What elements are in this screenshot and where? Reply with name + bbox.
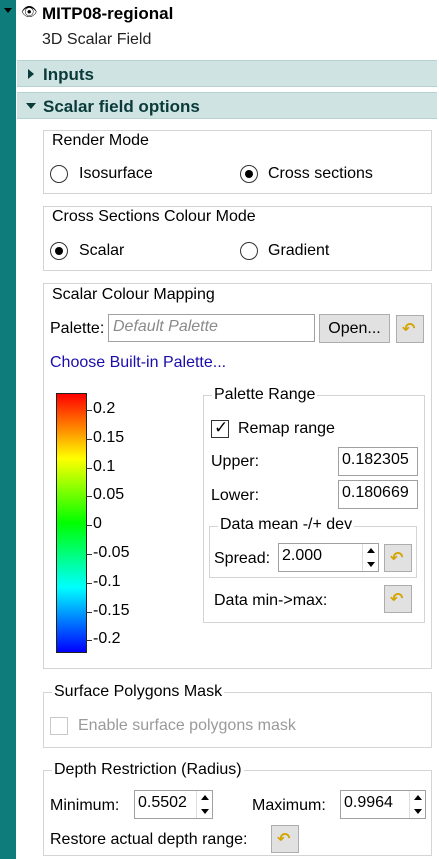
radio-cross-sections-label[interactable]: Cross sections	[268, 165, 373, 182]
collapsed-chevron-icon	[28, 69, 34, 79]
spin-down-icon[interactable]	[414, 809, 422, 814]
enable-surface-mask-checkbox[interactable]	[50, 717, 68, 735]
apply-minmax-button[interactable]: ↶	[384, 585, 412, 613]
open-palette-button[interactable]: Open...	[319, 314, 390, 343]
surface-polygons-mask-group	[43, 692, 432, 748]
upper-label: Upper:	[211, 453, 260, 470]
object-name: MITP08-regional	[42, 4, 174, 23]
reset-palette-button[interactable]: ↶	[396, 315, 424, 343]
colorbar	[56, 393, 87, 653]
lower-label: Lower:	[211, 487, 260, 504]
spread-value: 2.000	[282, 547, 323, 564]
tree-accent-bar	[0, 0, 16, 859]
expanded-chevron-icon	[26, 103, 36, 109]
data-mean-dev-title: Data mean -/+ dev	[218, 516, 355, 534]
radio-gradient-label[interactable]: Gradient	[268, 242, 330, 259]
depth-restriction-title: Depth Restriction (Radius)	[52, 761, 244, 779]
minimum-spinbox[interactable]: 0.5502	[134, 790, 213, 819]
choose-builtin-palette-link[interactable]: Choose Built-in Palette...	[50, 354, 227, 371]
remap-range-checkbox[interactable]: ✓	[211, 418, 229, 438]
palette-placeholder: Default Palette	[113, 318, 218, 335]
spin-up-icon[interactable]	[201, 795, 209, 800]
colorbar-tick-label: 0.15	[93, 428, 125, 446]
spin-arrows[interactable]	[409, 791, 425, 818]
lower-field[interactable]: 0.180669	[338, 480, 418, 509]
spin-up-icon[interactable]	[414, 795, 422, 800]
radio-isosurface[interactable]	[50, 165, 68, 183]
maximum-label: Maximum:	[252, 797, 326, 814]
checkmark-icon: ✓	[214, 418, 229, 437]
undo-arrow-icon: ↶	[390, 550, 404, 567]
section-header-inputs[interactable]: Inputs	[17, 60, 437, 87]
eye-icon[interactable]: 👁	[21, 4, 38, 19]
data-minmax-label: Data min->max:	[214, 592, 328, 609]
section-header-scalar-field-options[interactable]: Scalar field options	[17, 92, 437, 119]
restore-depth-label: Restore actual depth range:	[50, 831, 248, 848]
radio-isosurface-label[interactable]: Isosurface	[79, 165, 153, 182]
render-mode-title: Render Mode	[52, 132, 149, 149]
render-mode-group	[43, 130, 432, 194]
maximum-value: 0.9964	[344, 794, 393, 811]
tree-expand-arrow-icon[interactable]	[4, 8, 12, 13]
maximum-spinbox[interactable]: 0.9964	[340, 790, 426, 819]
palette-input[interactable]: Default Palette	[108, 314, 315, 342]
colorbar-tick-mark	[86, 410, 92, 411]
colorbar-tick-mark	[86, 611, 92, 613]
object-type: 3D Scalar Field	[42, 31, 152, 48]
surface-polygons-mask-title: Surface Polygons Mask	[52, 683, 225, 701]
undo-arrow-icon: ↶	[390, 591, 404, 608]
colorbar-tick-label: 0	[93, 515, 102, 533]
enable-surface-mask-label[interactable]: Enable surface polygons mask	[78, 717, 296, 734]
undo-arrow-icon: ↶	[402, 321, 416, 338]
restore-depth-button[interactable]: ↶	[271, 825, 299, 853]
colorbar-tick-mark	[86, 438, 92, 440]
colorbar-tick-mark	[86, 525, 92, 527]
colorbar-tick-label: 0.1	[93, 457, 116, 475]
spread-spinbox[interactable]: 2.000	[278, 543, 379, 572]
apply-mean-dev-button[interactable]: ↶	[384, 544, 412, 572]
colorbar-tick-label: 0.2	[93, 400, 116, 417]
cross-sections-colour-mode-title: Cross Sections Colour Mode	[52, 208, 256, 225]
spin-down-icon[interactable]	[201, 809, 209, 814]
spin-up-icon[interactable]	[367, 548, 375, 553]
radio-gradient[interactable]	[240, 242, 258, 260]
radio-scalar[interactable]	[50, 242, 68, 260]
cross-sections-colour-mode-group	[43, 206, 432, 271]
upper-field[interactable]: 0.182305	[338, 447, 418, 476]
spread-label: Spread:	[214, 550, 271, 567]
undo-arrow-icon: ↶	[277, 831, 291, 848]
section-label: Scalar field options	[43, 97, 200, 116]
minimum-label: Minimum:	[50, 797, 120, 814]
colorbar-tick-mark	[86, 467, 92, 469]
palette-range-title: Palette Range	[212, 386, 318, 404]
spin-down-icon[interactable]	[367, 562, 375, 567]
colorbar-tick-mark	[86, 582, 92, 584]
colorbar-tick-label: 0.05	[93, 486, 125, 504]
spin-arrows[interactable]	[362, 544, 378, 571]
colorbar-tick-label: -0.2	[93, 630, 121, 648]
minimum-value: 0.5502	[138, 794, 187, 811]
colorbar-tick-label: -0.15	[93, 601, 130, 619]
section-label: Inputs	[43, 65, 94, 84]
colorbar-tick-mark	[86, 640, 92, 642]
radio-scalar-label[interactable]: Scalar	[79, 242, 125, 259]
scalar-colour-mapping-title: Scalar Colour Mapping	[52, 286, 215, 303]
colorbar-tick-label: -0.05	[93, 544, 130, 561]
palette-label: Palette:	[50, 320, 105, 337]
colorbar-tick-mark	[86, 496, 92, 498]
remap-range-label[interactable]: Remap range	[238, 420, 335, 437]
spin-arrows[interactable]	[196, 791, 212, 818]
colorbar-tick-mark	[86, 554, 92, 555]
radio-cross-sections[interactable]	[240, 165, 258, 183]
colorbar-tick-label: -0.1	[93, 572, 121, 590]
